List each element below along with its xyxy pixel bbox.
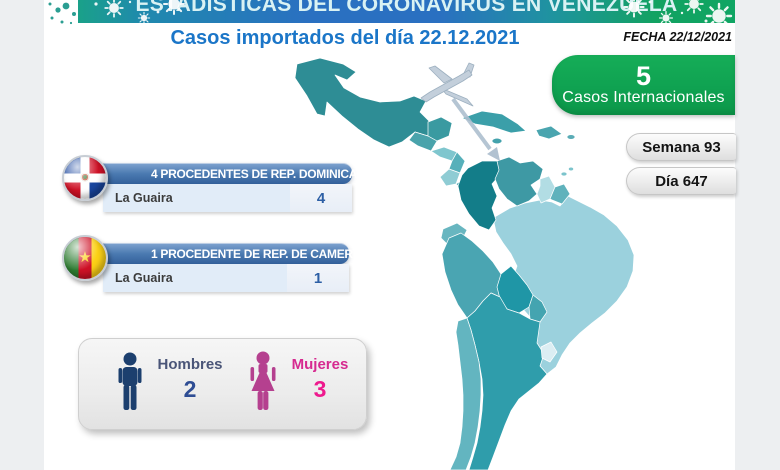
map-region-guyana [536, 175, 556, 204]
map-region-yucatan [427, 116, 453, 142]
flight-arrow-line [451, 97, 492, 151]
man-icon [118, 352, 142, 410]
map-region-hispaniola [535, 125, 563, 140]
flight-arrow-head [487, 147, 500, 161]
case-header-camerun: 1 PROCEDENTE DE REP. DE CAMERÚN [103, 243, 370, 264]
map-region-costa-rica [439, 168, 461, 187]
international-cases-box: 5 Casos Internacionales [552, 55, 735, 115]
page-subtitle: Casos importados del día 22.12.2021 [170, 27, 520, 49]
dominican-emblem [80, 173, 90, 183]
cameroon-flag-icon: ★ [62, 235, 108, 281]
case-row: La Guaira 1 [103, 264, 349, 292]
day-counter: Día 647 [626, 167, 736, 195]
map-region-colombia [457, 160, 504, 231]
map-region-suriname [549, 183, 571, 205]
map-region-argentina [466, 292, 548, 470]
men-label: Hombres [157, 356, 223, 373]
week-counter: Semana 93 [626, 133, 736, 161]
map-region-trinidad [560, 171, 568, 177]
case-row: La Guaira 4 [103, 184, 352, 212]
map-region-venezuela [494, 156, 544, 207]
map-region-mexico [294, 57, 431, 148]
men-value: 2 [183, 376, 197, 402]
map-region-jamaica [491, 137, 503, 145]
gender-summary-box: Hombres 2 Mujeres 3 [78, 338, 367, 430]
dominican-republic-flag-icon [62, 155, 108, 201]
case-header-dominicana: 4 PROCEDENTES DE REP. DOMINICANA [103, 163, 374, 184]
map-region-nicaragua [448, 151, 466, 174]
woman-icon [250, 351, 276, 410]
case-place: La Guaira [115, 271, 173, 285]
women-value: 3 [313, 376, 327, 402]
title-banner: ESTADÍSTICAS DEL CORONAVIRUS EN VENEZUEL… [78, 0, 735, 23]
map-region-puerto-rico [566, 134, 576, 140]
case-value: 1 [287, 264, 349, 292]
banner-title: ESTADÍSTICAS DEL CORONAVIRUS EN VENEZUEL… [135, 0, 678, 16]
international-cases-value: 5 [635, 61, 652, 91]
airplane-icon [420, 62, 475, 107]
map-region-tobago [568, 166, 574, 172]
map-region-chile [449, 317, 482, 470]
international-cases-label: Casos Internacionales [562, 89, 725, 106]
date-label: FECHA 22/12/2021 [623, 30, 732, 44]
case-place: La Guaira [115, 191, 173, 205]
map-region-uruguay [540, 341, 558, 363]
cameroon-star: ★ [78, 248, 92, 266]
map-region-cuba [461, 110, 527, 134]
women-label: Mujeres [291, 356, 349, 373]
case-value: 4 [290, 184, 352, 212]
